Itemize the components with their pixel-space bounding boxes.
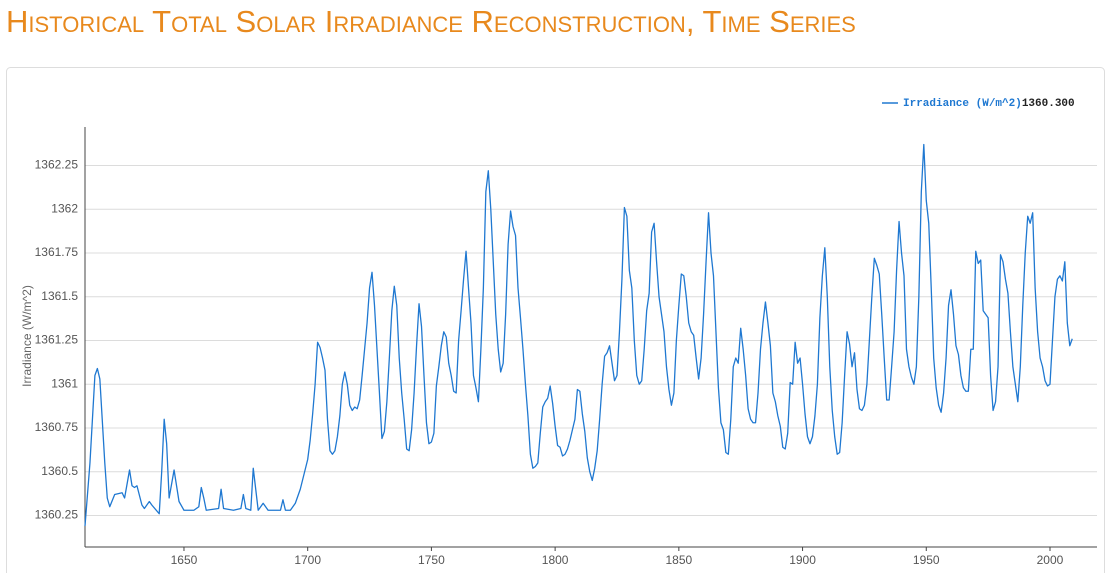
x-tick-label: 1750 — [418, 553, 445, 567]
y-tick-label: 1360.75 — [35, 420, 79, 434]
legend: Irradiance (W/m^2)1360.300 — [882, 98, 1075, 110]
legend-entry: Irradiance (W/m^2)1360.300 — [903, 98, 1075, 110]
y-tick-label: 1361.25 — [35, 333, 79, 347]
series-line — [84, 143, 1073, 527]
x-tick-label: 1900 — [789, 553, 816, 567]
y-axis-label: Irradiance (W/m^2) — [20, 285, 34, 387]
y-tick-label: 1362 — [51, 201, 78, 215]
legend-name: Irradiance (W/m^2) — [903, 98, 1022, 110]
y-tick-label: 1361.5 — [41, 289, 78, 303]
x-tick-label: 1850 — [665, 553, 692, 567]
x-tick-label: 1950 — [913, 553, 940, 567]
y-tick-label: 1361.75 — [35, 245, 79, 259]
y-tick-label: 1361 — [51, 376, 78, 390]
x-tick-label: 1800 — [542, 553, 569, 567]
legend-value: 1360.300 — [1022, 98, 1075, 110]
x-tick-label: 1650 — [171, 553, 198, 567]
y-tick-label: 1360.25 — [35, 508, 79, 522]
x-tick-label: 2000 — [1037, 553, 1064, 567]
y-tick-label: 1362.25 — [35, 158, 79, 172]
chart-title: Historical Total Solar Irradiance Recons… — [6, 4, 856, 39]
chart-panel — [6, 67, 1105, 573]
x-tick-label: 1700 — [294, 553, 321, 567]
y-tick-label: 1360.5 — [41, 464, 78, 478]
